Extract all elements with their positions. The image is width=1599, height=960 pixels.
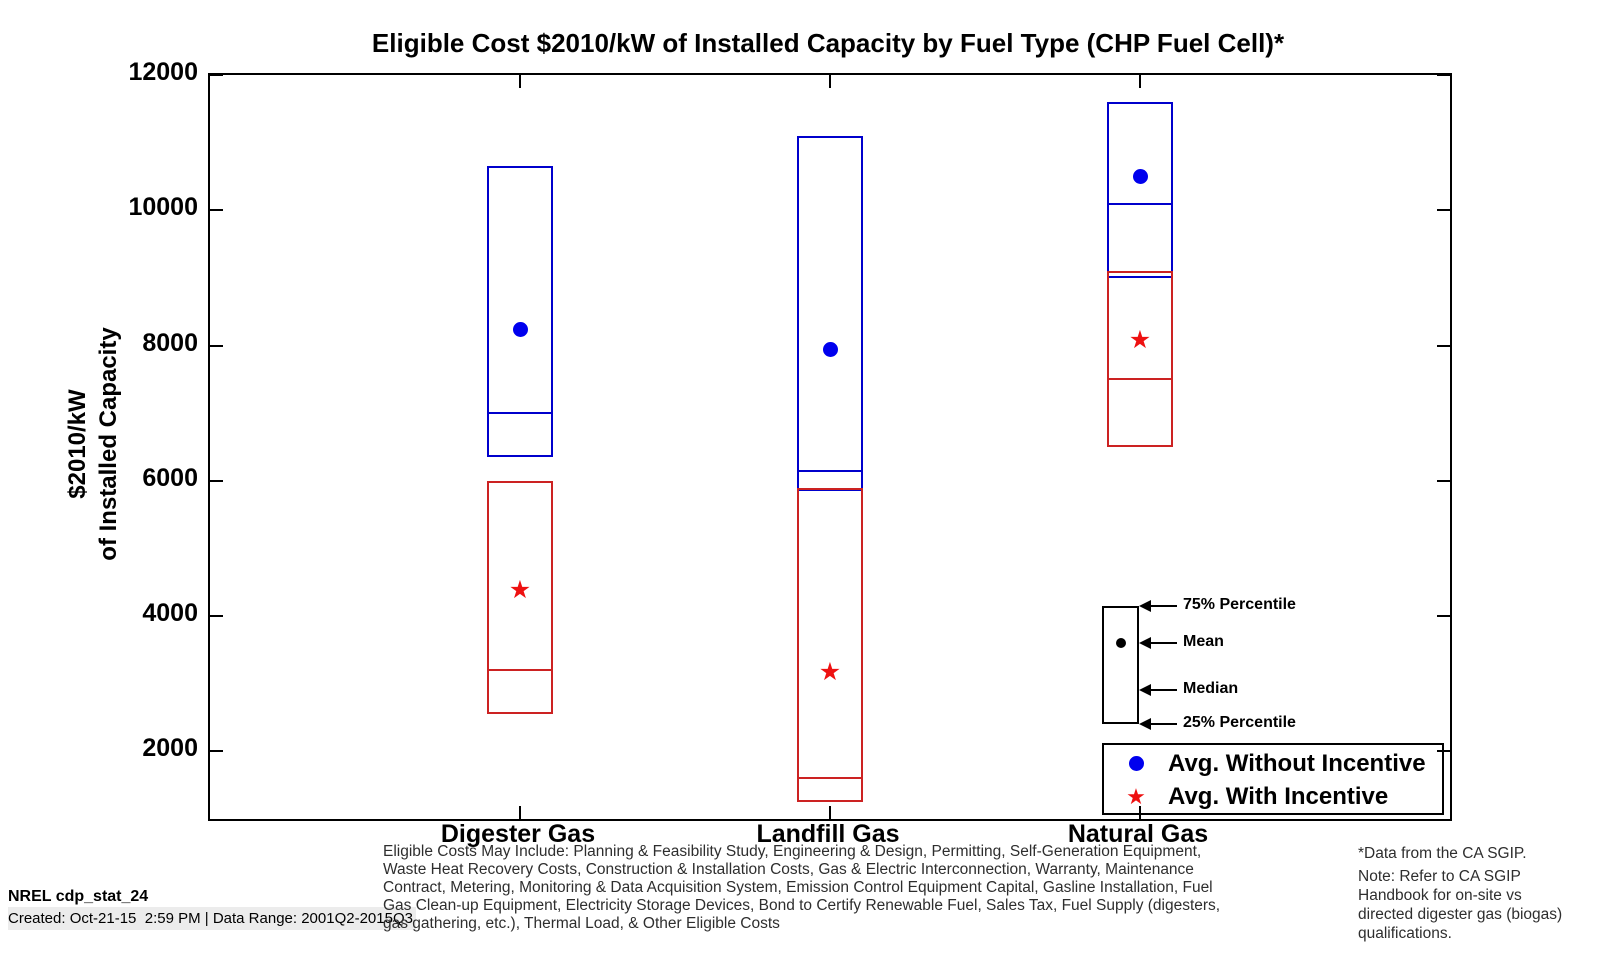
x-axis-tick <box>1139 806 1141 819</box>
legend-item-without-incentive: Avg. Without Incentive <box>1104 747 1442 780</box>
legend-marker-cell: ★ <box>1104 783 1168 809</box>
mean-marker-star: ★ <box>818 657 842 686</box>
y-axis-tick <box>1437 209 1450 212</box>
y-tick-label: 10000 <box>128 193 198 222</box>
y-axis-tick <box>210 750 223 753</box>
y-axis-label: $2010/kW of Installed Capacity <box>62 327 124 560</box>
legend-label: Avg. Without Incentive <box>1168 749 1426 777</box>
y-axis-tick <box>210 615 223 618</box>
footnote-data-source: *Data from the CA SGIP. Note: Refer to C… <box>1358 844 1563 943</box>
key-label: Mean <box>1183 633 1224 651</box>
arrow-line <box>1149 642 1177 645</box>
footnote-eligible-costs: Eligible Costs May Include: Planning & F… <box>383 843 1221 932</box>
footnote-data-source-line1: *Data from the CA SGIP. <box>1358 845 1527 862</box>
x-tick-label: Digester Gas <box>440 820 596 848</box>
median-line <box>1107 202 1173 205</box>
plot-area: Avg. Without Incentive ★ Avg. With Incen… <box>208 73 1452 821</box>
x-axis-tick <box>519 75 521 88</box>
y-tick-label: 12000 <box>128 58 198 86</box>
key-label: 25% Percentile <box>1183 714 1296 732</box>
footnote-data-source-line2: Note: Refer to CA SGIP Handbook for on-s… <box>1358 868 1563 942</box>
footnote-brand: NREL cdp_stat_24 <box>8 888 149 905</box>
red-star-icon: ★ <box>1126 783 1146 809</box>
y-axis-tick <box>1437 615 1450 618</box>
box-with-incentive <box>487 480 553 715</box>
arrow-left-icon <box>1139 718 1151 731</box>
mean-marker-star: ★ <box>508 576 532 605</box>
y-axis-tick <box>210 209 223 212</box>
legend-marker-cell <box>1104 756 1168 771</box>
chart-title: Eligible Cost $2010/kW of Installed Capa… <box>371 28 1285 58</box>
y-axis-label-line1: $2010/kW <box>64 389 91 499</box>
y-axis-tick <box>1437 750 1450 753</box>
x-axis-tick <box>1139 75 1141 88</box>
arrow-left-icon <box>1139 684 1151 697</box>
key-label: Median <box>1183 680 1239 698</box>
footnote-left: NREL cdp_stat_24 Created: Oct-21-15 2:59… <box>8 886 416 930</box>
box-without-incentive <box>797 135 863 491</box>
mean-marker-star: ★ <box>1128 326 1152 355</box>
median-line <box>797 469 863 472</box>
median-line <box>797 777 863 780</box>
legend-label: Avg. With Incentive <box>1168 782 1389 810</box>
arrow-line <box>1149 689 1177 692</box>
mean-marker-circle <box>1133 169 1148 185</box>
median-line <box>487 669 553 672</box>
y-axis-tick <box>210 74 223 76</box>
arrow-line <box>1149 723 1177 726</box>
y-axis-tick <box>1437 74 1450 76</box>
box-with-incentive <box>797 487 863 803</box>
legend: Avg. Without Incentive ★ Avg. With Incen… <box>1102 743 1444 815</box>
key-mean-dot <box>1115 638 1126 649</box>
x-axis-tick <box>829 806 831 819</box>
y-axis-tick <box>1437 344 1450 347</box>
blue-circle-icon <box>1128 756 1144 771</box>
y-tick-label: 4000 <box>142 599 198 628</box>
box-without-incentive <box>1107 102 1173 278</box>
box-with-incentive <box>1107 271 1173 447</box>
arrow-line <box>1149 604 1177 607</box>
arrow-left-icon <box>1139 599 1151 612</box>
y-axis-tick <box>1437 479 1450 482</box>
y-axis-label-line2: of Installed Capacity <box>95 327 122 561</box>
median-line <box>1107 378 1173 381</box>
y-axis-tick <box>210 344 223 347</box>
y-tick-label: 6000 <box>142 463 198 492</box>
key-label: 75% Percentile <box>1183 595 1296 613</box>
x-tick-label: Landfill Gas <box>756 820 900 848</box>
footnote-created: Created: Oct-21-15 2:59 PM | Data Range:… <box>8 907 416 930</box>
median-line <box>487 412 553 415</box>
box-without-incentive <box>487 166 553 458</box>
x-axis-tick <box>519 806 521 819</box>
arrow-left-icon <box>1139 637 1151 650</box>
mean-marker-circle <box>823 341 838 357</box>
y-tick-label: 8000 <box>142 328 198 357</box>
key-box <box>1102 605 1139 725</box>
y-tick-label: 2000 <box>142 734 198 763</box>
x-tick-label: Natural Gas <box>1067 820 1209 848</box>
mean-marker-circle <box>513 321 528 337</box>
legend-item-with-incentive: ★ Avg. With Incentive <box>1104 780 1442 813</box>
x-axis-tick <box>829 75 831 88</box>
y-axis-tick <box>210 479 223 482</box>
